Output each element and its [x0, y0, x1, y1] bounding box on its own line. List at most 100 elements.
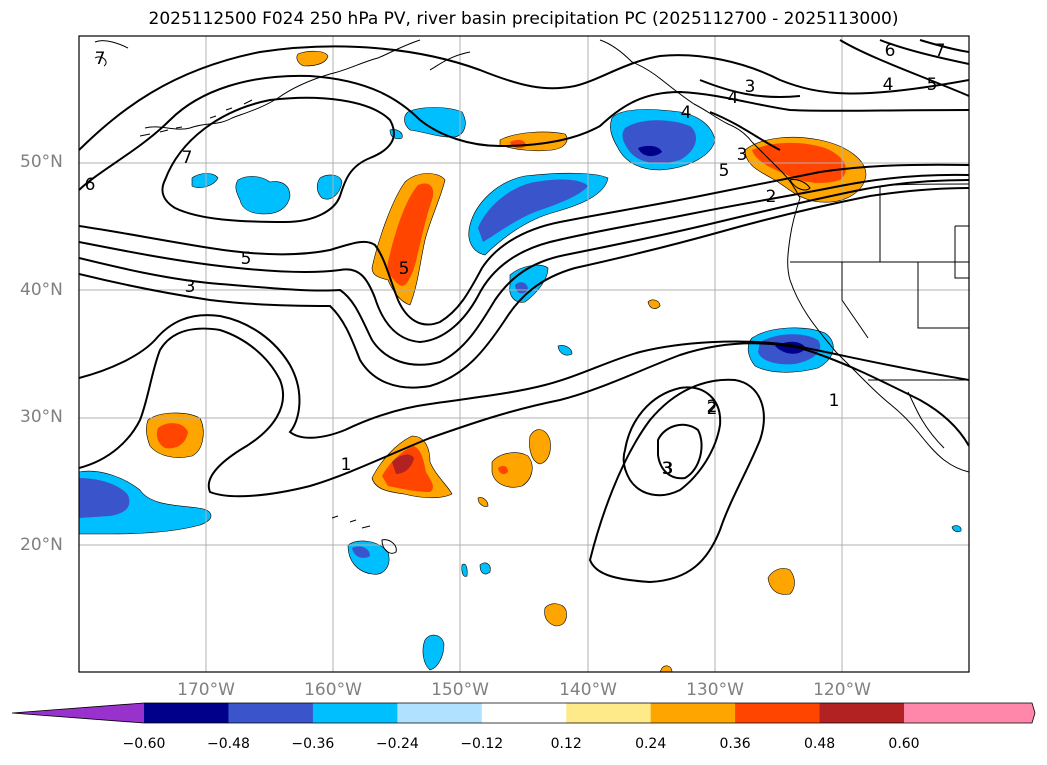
- contour-line: [709, 111, 781, 151]
- colorbar-bin: [735, 703, 821, 723]
- coastlines: [94, 39, 969, 554]
- north-america-coast: [751, 141, 969, 473]
- lon-label: 170°W: [177, 680, 235, 700]
- contour-label: 4: [728, 88, 739, 108]
- pv-contours: [79, 39, 969, 584]
- map-frame: [78, 35, 970, 673]
- contour-label: 2: [766, 187, 777, 207]
- colorbar-bin: [566, 703, 652, 723]
- contour-label: 7: [935, 41, 946, 61]
- contour-label: 2: [707, 399, 718, 419]
- precip-area: [515, 282, 528, 294]
- colorbar: [11, 702, 1036, 724]
- precip-area: [389, 129, 403, 140]
- state-borders: [790, 183, 969, 381]
- contour-line: [657, 423, 703, 480]
- lat-label: 20°N: [20, 535, 63, 555]
- contour-label: 6: [85, 175, 96, 195]
- contour-line: [839, 39, 969, 97]
- contour-line: [588, 378, 765, 584]
- colorbar-bin: [819, 703, 905, 723]
- contour-label: 3: [662, 459, 673, 479]
- precip-area: [951, 525, 962, 533]
- contour-line: [699, 79, 801, 99]
- precip-area: [79, 478, 130, 518]
- contour-label: 7: [95, 49, 106, 69]
- contour-label: 5: [927, 75, 938, 95]
- contour-line: [79, 45, 969, 151]
- precip-area: [544, 603, 567, 627]
- precip-area: [638, 145, 662, 157]
- precip-area: [557, 345, 573, 356]
- contour-label: 3: [663, 459, 674, 479]
- contour-label: 6: [885, 41, 896, 61]
- lon-label: 120°W: [813, 680, 871, 700]
- colorbar-extend-low: [12, 703, 144, 723]
- lat-label: 40°N: [20, 280, 63, 300]
- colorbar-tick-label: −0.48: [206, 736, 250, 752]
- lon-label: 150°W: [431, 680, 489, 700]
- contour-labels: 6 7 7 5 3 5 3 4 4 5 6 7 4 5 2 2 3 1 1 2 …: [85, 41, 946, 479]
- contour-label: 4: [681, 103, 692, 123]
- precip-area: [387, 183, 434, 286]
- colorbar-tick-label: −0.36: [291, 736, 335, 752]
- contour-line: [622, 386, 722, 497]
- precip-area: [491, 452, 533, 488]
- precip-area: [767, 568, 795, 595]
- colorbar-tick-label: −0.60: [122, 736, 166, 752]
- contour-label: 7: [182, 148, 193, 168]
- precip-area: [647, 299, 661, 309]
- contour-label: 2: [707, 397, 718, 417]
- colorbar-extend-high: [904, 703, 1035, 723]
- contour-label: 5: [399, 259, 410, 279]
- contour-label: 5: [719, 161, 730, 181]
- lat-label: 30°N: [20, 407, 63, 427]
- alaska-coast: [94, 39, 753, 143]
- colorbar-tick-label: 0.60: [888, 736, 920, 752]
- colorbar-tick-label: −0.12: [460, 736, 504, 752]
- precip-area: [461, 563, 468, 577]
- precip-area: [352, 546, 370, 558]
- map-title: 2025112500 F024 250 hPa PV, river basin …: [148, 9, 899, 29]
- precip-area: [498, 465, 508, 475]
- precip-area: [191, 173, 219, 188]
- lon-label: 160°W: [304, 680, 362, 700]
- precip-negative-areas: [79, 107, 962, 671]
- precip-area: [622, 120, 696, 164]
- map-plot: 6 7 7 5 3 5 3 4 4 5 6 7 4 5 2 2 3 1 1 2 …: [78, 35, 970, 673]
- contour-line: [161, 96, 395, 224]
- contour-line: [79, 179, 969, 366]
- precip-area: [477, 497, 489, 507]
- precip-area: [296, 50, 329, 67]
- colorbar-bin: [312, 703, 398, 723]
- contour-label: 1: [341, 455, 352, 475]
- contour-line: [79, 163, 969, 326]
- colorbar-tick-label: −0.24: [375, 736, 419, 752]
- contour-line: [879, 39, 969, 65]
- precip-area: [316, 174, 343, 200]
- contour-line: [79, 173, 969, 344]
- colorbar-bin: [144, 703, 229, 723]
- colorbar-bin: [650, 703, 736, 723]
- lon-label: 130°W: [686, 680, 744, 700]
- colorbar-bin: [481, 703, 567, 723]
- lat-label: 50°N: [20, 152, 63, 172]
- colorbar-tick-label: 0.48: [803, 736, 836, 752]
- precip-area: [156, 423, 188, 449]
- colorbar-tick-label: 0.36: [719, 736, 751, 752]
- contour-line: [79, 327, 969, 498]
- precip-area: [659, 665, 673, 672]
- baja-coast: [907, 391, 945, 449]
- aleutian-islands: [139, 99, 253, 137]
- contour-label: 3: [737, 145, 748, 165]
- precip-area: [509, 264, 549, 303]
- precip-area: [478, 179, 588, 242]
- contour-label: 4: [883, 75, 894, 95]
- precip-area: [479, 562, 491, 575]
- hawaii-islands: [331, 515, 397, 554]
- contour-line: [79, 187, 969, 389]
- precip-area: [235, 176, 291, 215]
- contour-label: 3: [745, 77, 756, 97]
- contour-line: [919, 39, 969, 53]
- colorbar-bin: [228, 703, 314, 723]
